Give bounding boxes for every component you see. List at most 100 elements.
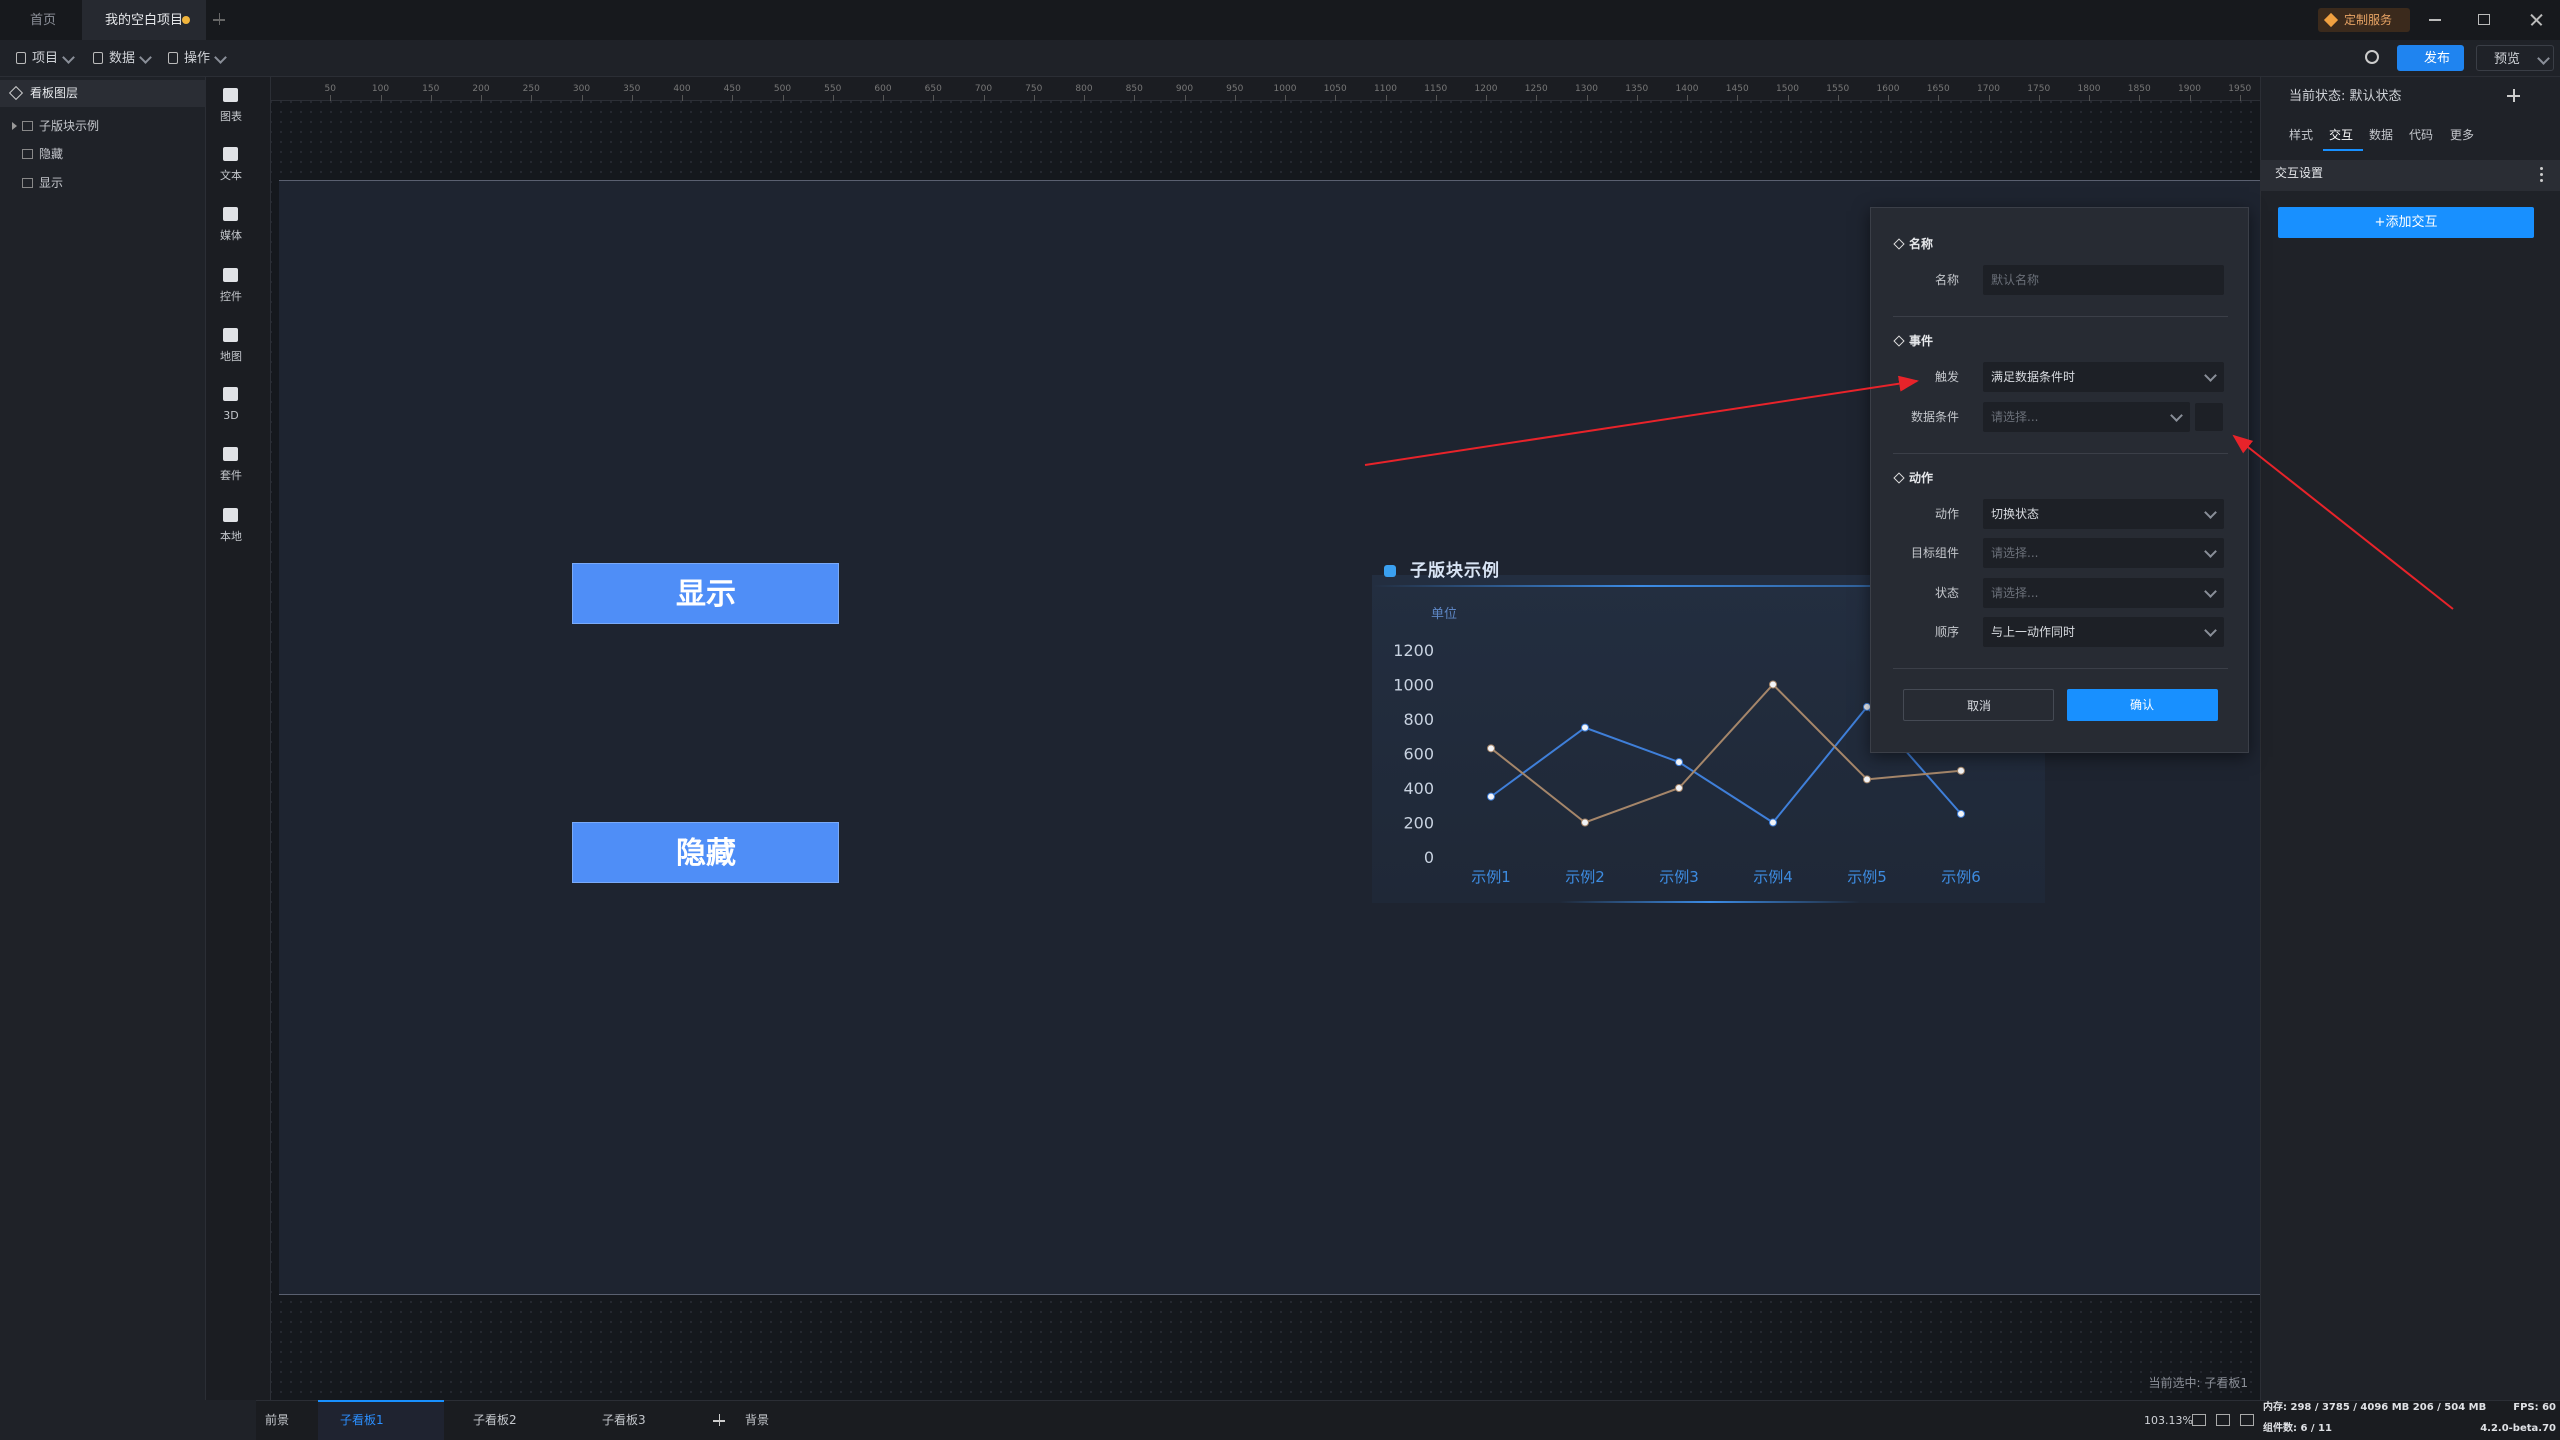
ruler-label: 1550 [1826,83,1850,94]
ruler-label: 1400 [1675,83,1699,94]
ruler-tick [782,95,784,101]
field-label: 目标组件 [1910,546,1959,560]
chart-unit: 单位 [1431,606,1458,622]
component-icon [223,268,238,282]
ruler-label: 1850 [2127,83,2151,94]
field-value: 与上一动作同时 [1991,625,2076,639]
ruler-label: 1500 [1776,83,1799,94]
status-bar-left [0,1400,256,1440]
component-label[interactable]: 套件 [220,468,242,482]
window-tab[interactable]: 首页 [29,12,57,28]
board-button[interactable]: 显示 [572,563,839,624]
confirm-label: 确认 [2129,698,2155,712]
field-input[interactable]: 请选择... [1983,401,2190,432]
dropdown-arrow [2204,545,2217,558]
search-icon[interactable] [2365,50,2379,64]
ruler-label: 900 [1175,83,1194,94]
preview-button[interactable]: 预览 [2476,45,2554,71]
version: 4.2.0-beta.70 [2480,1423,2556,1434]
field-label: 数据条件 [1910,409,1959,424]
more-dot[interactable] [2540,167,2543,170]
ruler-label: 1150 [1424,83,1448,94]
inspector-tab[interactable]: 更多 [2450,128,2475,142]
status-icon[interactable] [2216,1414,2230,1426]
field-value: 切换状态 [1991,506,2040,521]
field-placeholder: 请选择... [1991,585,2039,600]
component-label[interactable]: 文本 [220,168,242,182]
ruler-label: 1000 [1273,83,1297,94]
layer-item[interactable]: 隐藏 [39,147,64,161]
field-label: 顺序 [1934,625,1959,639]
layer-item[interactable]: 显示 [39,176,64,190]
toolbar-menu[interactable]: 项目 [32,50,59,66]
service-label: 定制服务 [2344,13,2393,27]
service-badge[interactable]: 定制服务 [2318,8,2410,32]
component-label[interactable]: 控件 [220,289,242,303]
window-tab[interactable]: 我的空白项目 [104,12,184,28]
ruler-tick [1636,95,1638,101]
cancel-label: 取消 [1966,699,1992,713]
inspector-tab[interactable]: 代码 [2409,128,2434,142]
board-tab[interactable]: 子看板2 [473,1413,517,1427]
ruler-tick [1134,95,1136,101]
divider [1893,316,2228,317]
component-label[interactable]: 地图 [220,349,242,363]
field-input[interactable]: 切换状态 [1983,498,2224,529]
ruler-tick [380,95,382,101]
status-icon[interactable] [2192,1414,2206,1426]
ruler-tick [1938,95,1940,101]
ruler-tick [983,95,985,101]
inspector-tab[interactable]: 数据 [2369,128,2394,142]
ruler-label: 1350 [1625,83,1649,94]
board-tab[interactable]: 背景 [745,1413,770,1427]
component-label[interactable]: 媒体 [220,228,242,242]
board-tab[interactable]: 子看板1 [340,1413,384,1427]
field-input[interactable]: 请选择... [1983,538,2224,568]
component-label[interactable]: 本地 [220,529,242,543]
board-tab[interactable]: 子看板3 [602,1413,646,1427]
ruler-label: 1650 [1926,83,1950,94]
component-label[interactable]: 3D [223,408,239,422]
chart-header-line [1372,585,2045,587]
more-dot[interactable] [2540,179,2543,182]
ruler-tick [883,95,884,101]
ruler-label: 150 [422,83,440,94]
ruler-tick [481,95,482,101]
toolbar-menu[interactable]: 操作 [184,50,211,66]
ruler-label: 850 [1125,83,1143,94]
layer-item[interactable]: 子版块示例 [39,119,100,133]
ruler-tick [1536,95,1538,101]
inspector-tab[interactable]: 样式 [2289,128,2314,142]
cancel-button[interactable]: 取消 [1903,689,2054,721]
ruler-tick [631,95,633,101]
ruler-tick [2139,95,2141,101]
restore-icon[interactable] [2478,14,2490,25]
dropdown-arrow [2204,369,2217,382]
ruler-label: 1700 [1977,83,2000,94]
more-dot[interactable] [2540,173,2543,176]
ruler-tick [1988,95,1990,101]
minimize-icon[interactable] [2429,19,2441,21]
status-icon[interactable] [2240,1414,2254,1426]
condition-edit-button[interactable] [2195,402,2223,431]
active-board-tab [318,1400,444,1440]
field-input[interactable]: 与上一动作同时 [1983,617,2224,647]
ruler-label: 950 [1226,83,1244,94]
field-input[interactable]: 请选择... [1983,577,2224,608]
component-icon [223,147,238,161]
toolbar-menu[interactable]: 数据 [109,50,136,66]
chart-title: 子版块示例 [1410,560,1500,581]
add-interaction-button[interactable]: +添加交互 [2278,207,2534,238]
component-count: 组件数: 6 / 11 [2263,1423,2332,1434]
field-input[interactable]: 满足数据条件时 [1983,362,2224,392]
active-tab-underline [2323,149,2363,151]
board-tab[interactable]: 前景 [265,1413,290,1427]
selection-status: 当前选中: 子看板1 [2148,1376,2249,1390]
field-input[interactable]: 默认名称 [1983,265,2224,295]
component-label[interactable]: 图表 [220,109,242,123]
publish-button[interactable]: 发布 [2397,45,2464,71]
menu-icon [16,52,26,64]
board-button[interactable]: 隐藏 [572,822,839,883]
confirm-button[interactable]: 确认 [2067,689,2218,721]
inspector-tab[interactable]: 交互 [2329,128,2354,142]
